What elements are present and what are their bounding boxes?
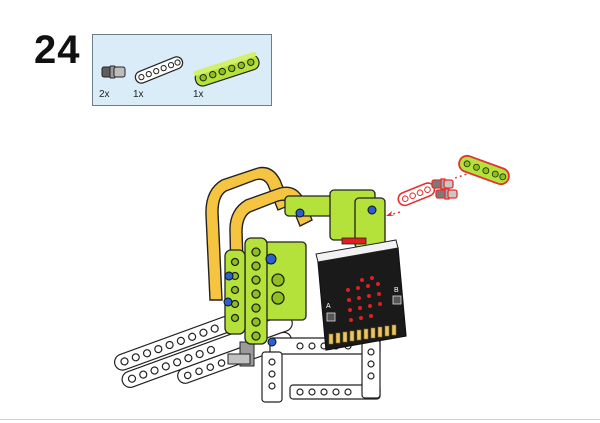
white-beam-icon [134,56,184,84]
red-detail [341,237,367,245]
step-number: 24 [34,28,81,72]
insertion-callout [385,154,510,217]
microbit-label-a: A [326,303,331,310]
callout-arrow-icon [386,211,395,216]
connector-peg-qty: 2x [99,89,110,100]
microbit-board: A B [315,239,407,351]
white-beam-qty: 1x [133,89,144,100]
microbit-label-b: B [394,287,399,294]
connector-peg-icon [101,65,126,79]
base-white-frame [261,337,381,403]
parts-list-box: 2x 1x 1x [92,34,272,106]
green-beam-icon [193,51,260,87]
green-beam-qty: 1x [193,89,204,100]
bottom-divider [0,419,600,420]
